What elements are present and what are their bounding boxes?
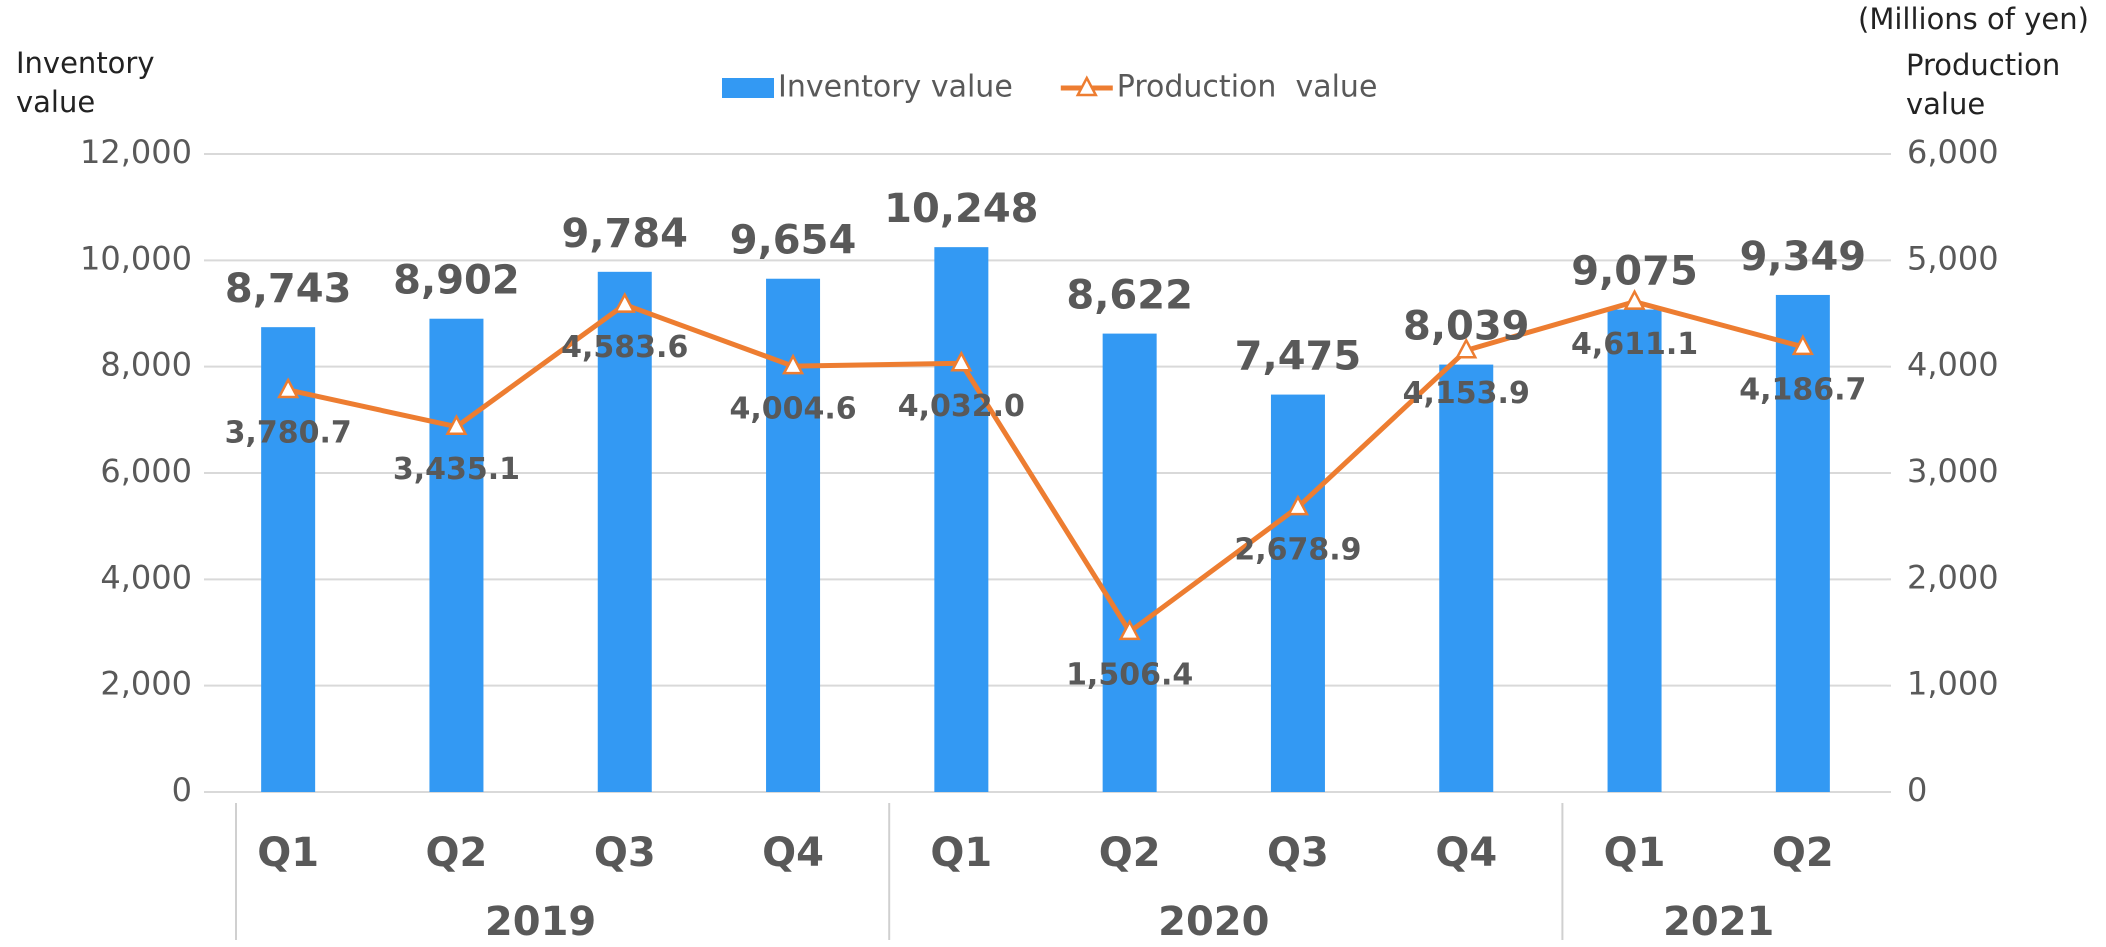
y2-tick-label: 5,000 bbox=[1907, 239, 1999, 277]
line-value-label: 1,506.4 bbox=[1066, 657, 1193, 692]
line-marker bbox=[613, 291, 636, 313]
bar-value-label: 10,248 bbox=[884, 186, 1038, 232]
bar-value-label: 9,349 bbox=[1740, 234, 1867, 280]
y2-tick-label: 3,000 bbox=[1907, 452, 1999, 490]
line-marker bbox=[1623, 289, 1646, 310]
line-marker bbox=[1791, 334, 1814, 356]
bar-value-label: 8,622 bbox=[1066, 273, 1193, 319]
line-marker bbox=[1118, 619, 1141, 641]
y-tick-label: 6,000 bbox=[100, 452, 192, 490]
bar bbox=[1439, 364, 1494, 792]
bar bbox=[597, 271, 652, 792]
x-tick-label: Q2 bbox=[426, 830, 488, 876]
bar bbox=[1102, 333, 1157, 792]
group-label: 2020 bbox=[1158, 899, 1269, 945]
line-value-label: 3,780.7 bbox=[225, 415, 352, 450]
line-marker bbox=[950, 350, 973, 372]
y-tick-label: 8,000 bbox=[100, 346, 192, 384]
group-label: 2019 bbox=[485, 899, 596, 945]
line-marker bbox=[1286, 494, 1310, 516]
legend-marker bbox=[1075, 75, 1098, 97]
bar-value-label: 9,654 bbox=[730, 218, 857, 264]
y2-tick-label: 2,000 bbox=[1907, 558, 1999, 596]
y2-tick-label: 1,000 bbox=[1907, 665, 1999, 703]
line-value-label: 4,583.6 bbox=[561, 330, 688, 365]
x-tick-label: Q1 bbox=[1604, 830, 1666, 876]
line-marker bbox=[781, 353, 805, 375]
y2-tick-label: 4,000 bbox=[1907, 346, 1999, 384]
bar bbox=[429, 318, 484, 792]
x-tick-label: Q3 bbox=[594, 830, 656, 876]
legend-label: Inventory value bbox=[778, 70, 1013, 105]
x-tick-label: Q2 bbox=[1099, 830, 1161, 876]
line-marker bbox=[445, 414, 468, 435]
legend-label: Production value bbox=[1117, 70, 1378, 105]
y2-tick-label: 6,000 bbox=[1907, 133, 1999, 171]
y-axis-title: Inventory value bbox=[16, 46, 155, 119]
y-tick-label: 4,000 bbox=[100, 558, 192, 596]
bar-value-label: 9,784 bbox=[561, 211, 688, 257]
bar bbox=[1270, 394, 1325, 792]
bar-value-label: 9,075 bbox=[1571, 249, 1698, 295]
x-tick-label: Q1 bbox=[257, 830, 319, 876]
unit-note: (Millions of yen) bbox=[1858, 2, 2089, 36]
line-value-label: 4,153.9 bbox=[1403, 376, 1530, 411]
bar-value-label: 7,475 bbox=[1235, 334, 1362, 380]
y-tick-label: 0 bbox=[172, 771, 192, 809]
line-value-label: 4,032.0 bbox=[898, 389, 1025, 424]
y-tick-label: 12,000 bbox=[80, 133, 192, 171]
bar bbox=[1775, 294, 1830, 792]
line-marker bbox=[1455, 337, 1478, 359]
group-label: 2021 bbox=[1663, 899, 1774, 945]
x-tick-label: Q4 bbox=[1435, 830, 1497, 876]
bar-value-label: 8,743 bbox=[225, 266, 352, 312]
x-tick-label: Q3 bbox=[1267, 830, 1329, 876]
bar bbox=[1607, 309, 1662, 792]
x-tick-label: Q4 bbox=[762, 830, 824, 876]
y-tick-label: 10,000 bbox=[80, 239, 192, 277]
line-value-label: 2,678.9 bbox=[1234, 533, 1361, 568]
bar-value-label: 8,902 bbox=[393, 258, 520, 304]
x-tick-label: Q2 bbox=[1772, 830, 1834, 876]
line-value-label: 4,611.1 bbox=[1571, 327, 1698, 362]
y2-axis-title: Production value bbox=[1906, 48, 2061, 121]
line-value-label: 3,435.1 bbox=[393, 452, 520, 487]
y-tick-label: 2,000 bbox=[100, 665, 192, 703]
bar bbox=[261, 327, 316, 792]
bar-value-label: 8,039 bbox=[1403, 304, 1530, 350]
line bbox=[287, 299, 1804, 636]
legend-swatch bbox=[722, 78, 774, 98]
x-tick-label: Q1 bbox=[930, 830, 992, 876]
bar bbox=[934, 247, 989, 792]
line-value-label: 4,186.7 bbox=[1739, 372, 1866, 407]
line-value-label: 4,004.6 bbox=[729, 392, 856, 427]
line-marker bbox=[277, 377, 300, 399]
y2-tick-label: 0 bbox=[1907, 771, 1927, 809]
